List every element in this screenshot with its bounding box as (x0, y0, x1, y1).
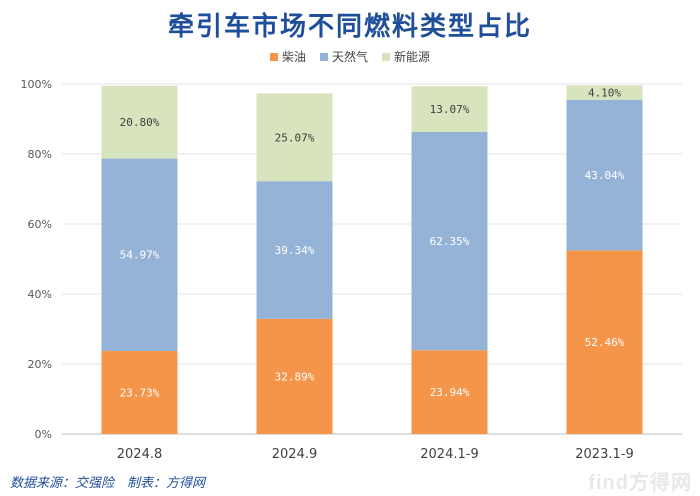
legend-item-gas: 天然气 (319, 48, 368, 65)
y-tick-label: 0% (35, 428, 52, 441)
data-label: 20.80% (120, 116, 160, 129)
legend-label-new-energy: 新能源 (394, 50, 431, 64)
data-label: 23.94% (430, 386, 470, 399)
legend-label-diesel: 柴油 (281, 50, 306, 64)
bar-segment (566, 85, 643, 100)
bar-segment (566, 99, 643, 251)
x-tick-label: 2024.8 (117, 447, 163, 462)
data-label: 13.07% (430, 103, 470, 116)
data-label: 39.34% (275, 244, 315, 257)
legend-swatch-new-energy (382, 52, 390, 61)
x-tick-label: 2024.1-9 (420, 447, 478, 462)
brand-watermark: find方得网 (588, 472, 692, 494)
bar-segment (256, 181, 333, 319)
bar-segment (411, 131, 488, 351)
bar-segment (256, 93, 333, 182)
legend-label-gas: 天然气 (331, 50, 368, 64)
data-label: 43.04% (585, 169, 625, 182)
data-label: 62.35% (430, 235, 470, 248)
legend-item-new-energy: 新能源 (382, 48, 430, 65)
bar-segment (411, 86, 488, 132)
legend: 柴油 天然气 新能源 (0, 48, 700, 65)
data-label: 32.89% (275, 370, 315, 383)
y-tick-label: 20% (28, 358, 52, 371)
chart-title: 牵引车市场不同燃料类型占比 (167, 12, 532, 42)
data-label: 4.10% (588, 87, 621, 100)
y-tick-label: 100% (21, 78, 52, 91)
data-label: 23.73% (120, 386, 160, 399)
data-label: 25.07% (275, 131, 315, 144)
legend-swatch-diesel (269, 52, 278, 61)
x-tick-label: 2024.9 (272, 447, 318, 462)
data-source-footer: 数据来源：交强险 制表：方得网 (10, 476, 206, 491)
y-tick-label: 40% (28, 288, 52, 301)
bar-segment (101, 85, 178, 159)
y-tick-label: 80% (28, 148, 52, 161)
y-tick-label: 60% (28, 218, 52, 231)
bar-segment (411, 350, 488, 434)
legend-item-diesel: 柴油 (269, 48, 306, 65)
bar-segment (256, 318, 333, 434)
bar-segment (101, 350, 178, 434)
bar-segment (566, 250, 643, 434)
x-tick-label: 2023.1-9 (575, 447, 633, 462)
data-label: 52.46% (585, 336, 625, 349)
data-label: 54.97% (120, 249, 160, 262)
legend-swatch-gas (319, 52, 328, 61)
bar-segment (101, 158, 178, 351)
